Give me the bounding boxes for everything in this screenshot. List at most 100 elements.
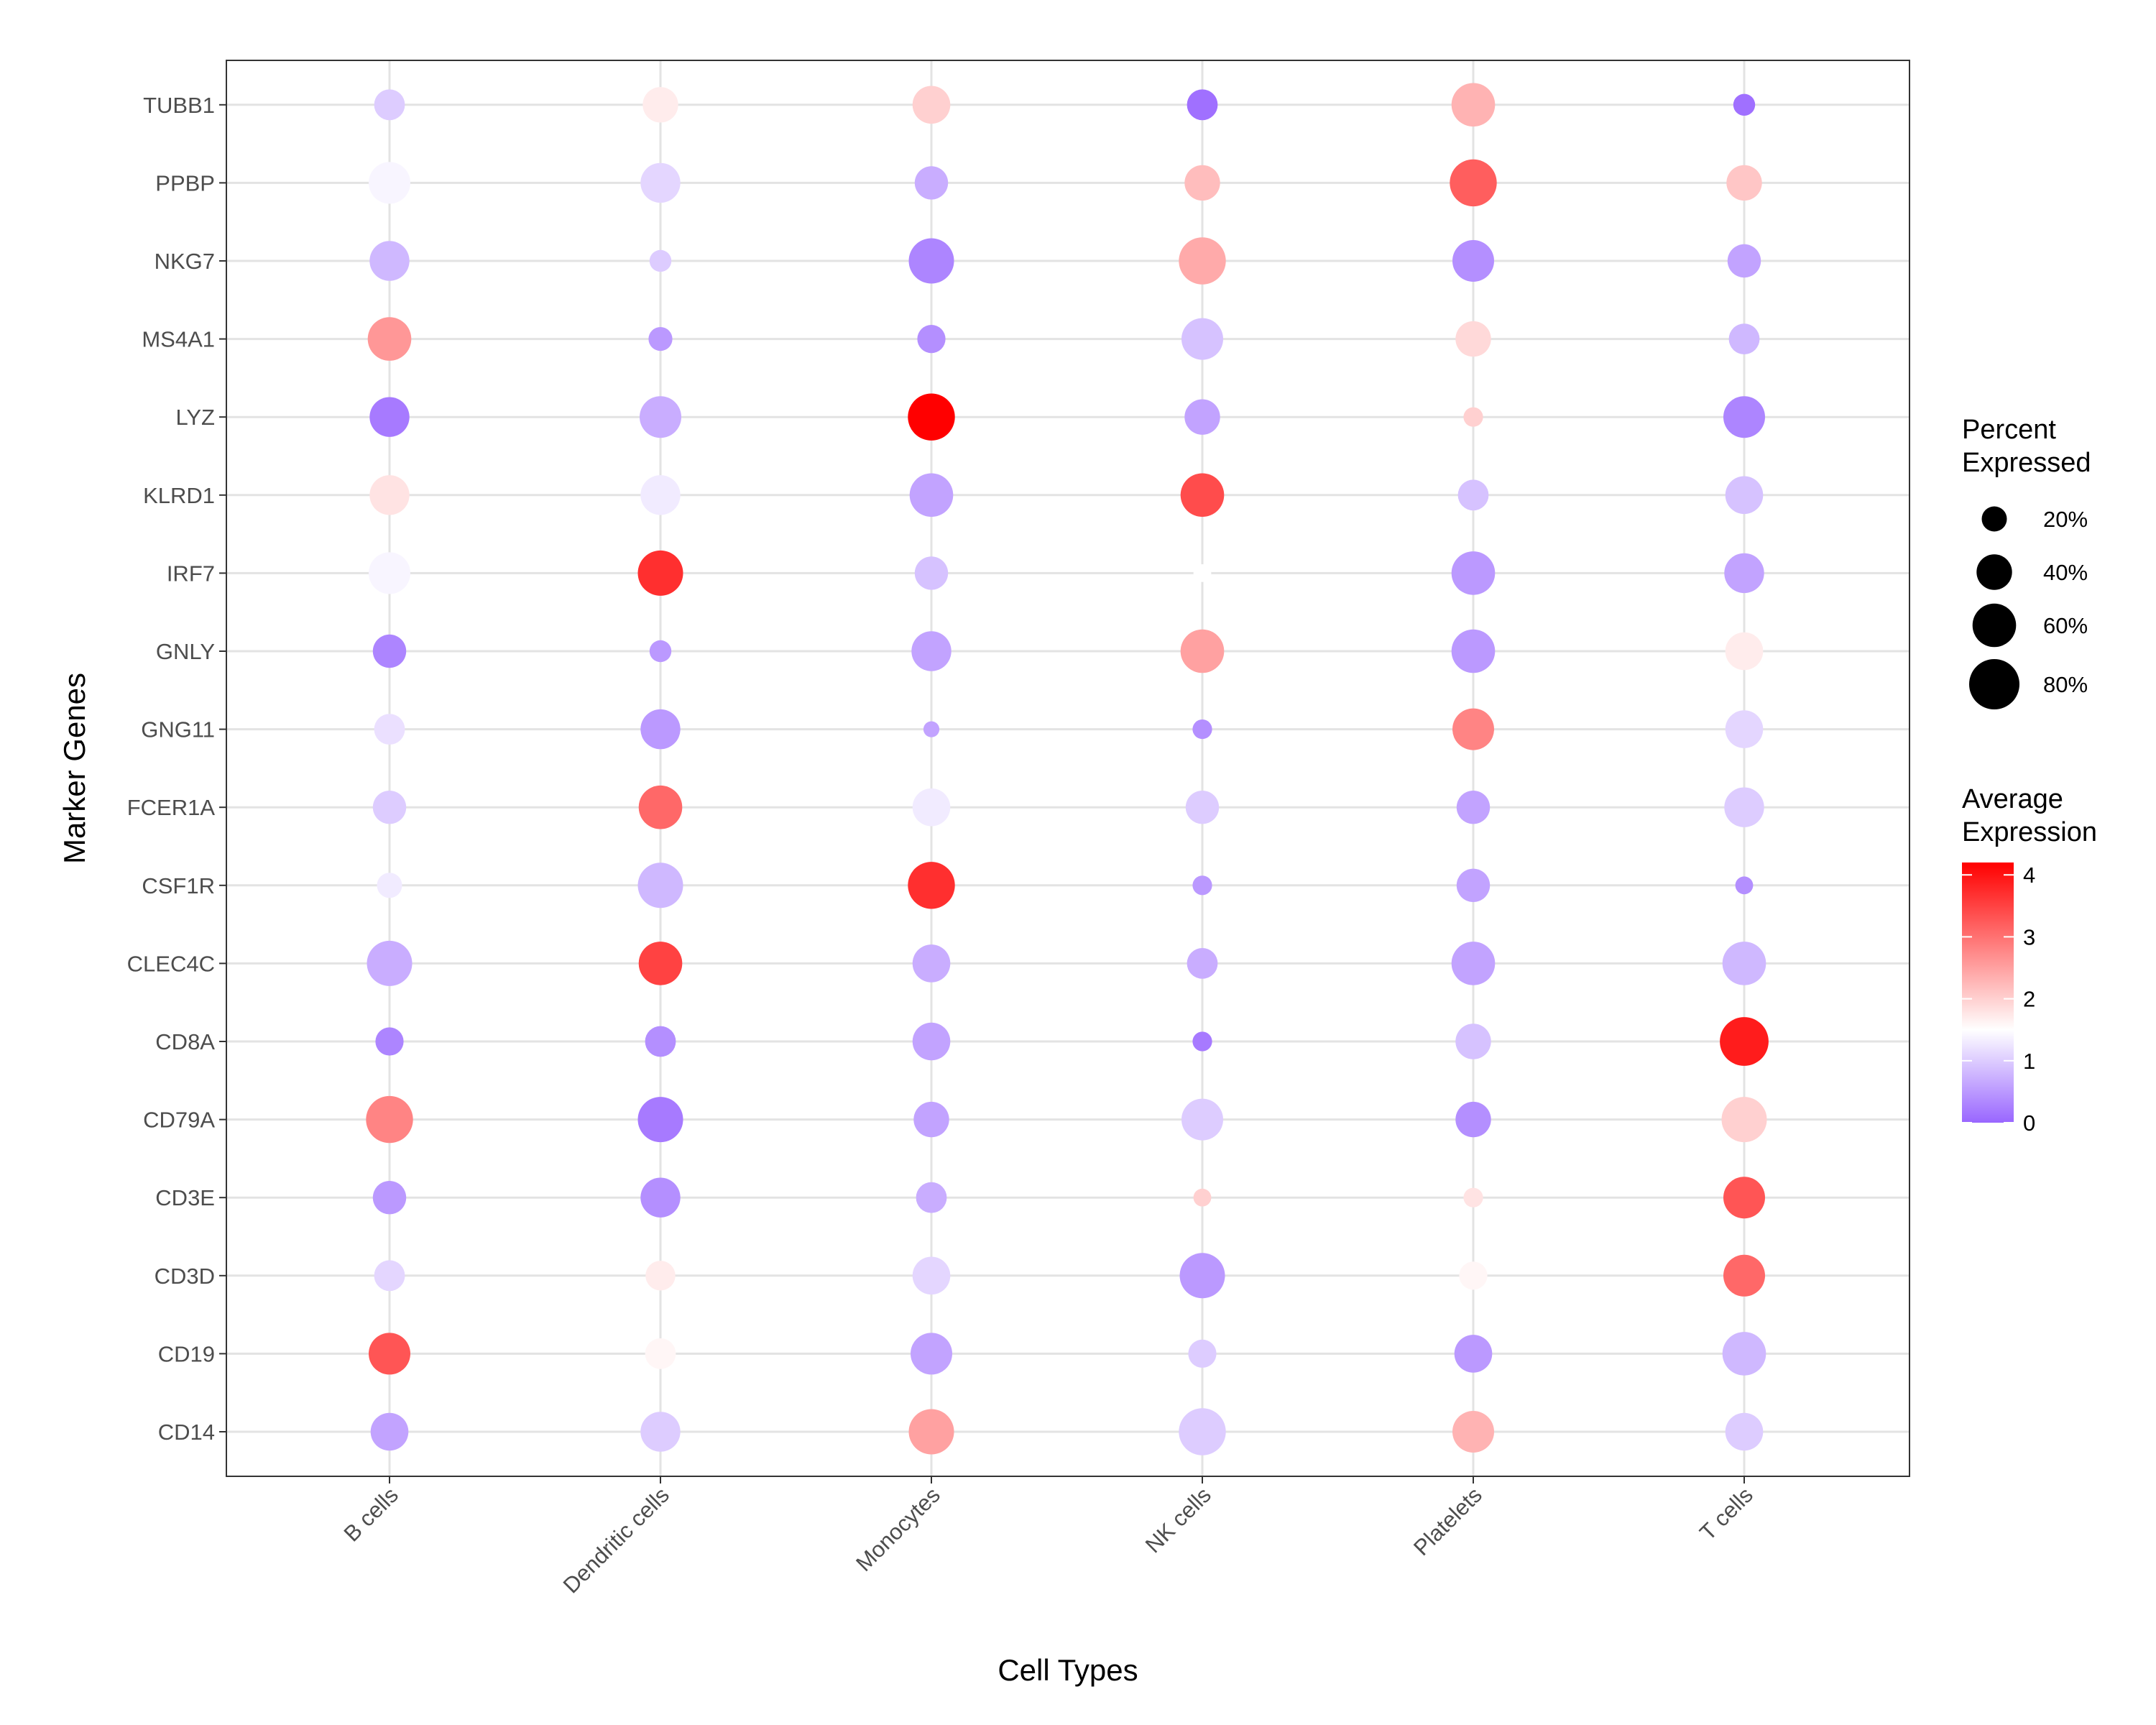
- dot: [908, 393, 955, 441]
- dot: [1456, 791, 1491, 824]
- dot: [375, 1027, 404, 1056]
- dot: [916, 1182, 947, 1213]
- y-axis-ticks: CD14 CD19 CD3D CD3E CD79A CD8A CLEC4C CSF1R FCER…: [127, 93, 226, 1445]
- y-tick-label: IRF7: [167, 561, 215, 586]
- dot: [642, 87, 678, 123]
- dot: [1735, 876, 1754, 895]
- color-legend-bar: [1962, 862, 2014, 1123]
- dot: [637, 1097, 683, 1143]
- dot: [640, 709, 681, 750]
- dot: [914, 166, 949, 200]
- y-tick-label: PPBP: [155, 170, 215, 196]
- size-legend-key: [1976, 554, 2012, 590]
- dot: [1187, 948, 1218, 979]
- dot: [645, 1261, 676, 1291]
- dot: [1187, 89, 1218, 121]
- size-legend-title-line2: Expressed: [1962, 448, 2091, 478]
- dot: [912, 1256, 951, 1295]
- y-tick-label: CD3D: [155, 1264, 215, 1289]
- dot: [638, 785, 683, 829]
- grid-lines: [226, 60, 1909, 1476]
- dot: [1725, 476, 1764, 515]
- size-legend-label: 20%: [2043, 507, 2088, 532]
- dot: [1455, 1024, 1491, 1059]
- dot: [1452, 240, 1494, 282]
- y-tick-label: CD3E: [155, 1185, 215, 1210]
- dot: [1179, 237, 1226, 285]
- color-legend-label: 2: [2023, 987, 2035, 1012]
- dot: [1192, 719, 1212, 740]
- dot: [1463, 407, 1483, 427]
- dot: [1451, 942, 1496, 985]
- dot: [1455, 1101, 1491, 1138]
- data-points: [366, 83, 1769, 1455]
- dot: [645, 1026, 676, 1057]
- dot: [1723, 1254, 1765, 1297]
- dot: [372, 791, 407, 824]
- dot: [1185, 791, 1220, 824]
- dot: [1454, 1335, 1493, 1373]
- dot: [1725, 1412, 1764, 1451]
- dot: [637, 550, 683, 596]
- y-tick-label: CD19: [158, 1341, 215, 1366]
- dot: [374, 1260, 405, 1292]
- y-tick-label: NKG7: [155, 249, 215, 274]
- dot: [912, 788, 951, 827]
- dot: [1721, 1097, 1767, 1143]
- dot: [1180, 629, 1225, 673]
- dot: [912, 944, 951, 983]
- dot: [366, 1095, 413, 1144]
- dot: [912, 1022, 951, 1061]
- y-tick-label: LYZ: [175, 405, 215, 430]
- dot: [640, 1177, 681, 1218]
- y-tick-label: CD8A: [155, 1029, 215, 1054]
- dot: [1725, 710, 1764, 748]
- y-tick-label: GNLY: [156, 639, 215, 664]
- dot: [1733, 93, 1756, 116]
- dot: [367, 940, 413, 986]
- dot: [1456, 868, 1491, 903]
- dot: [1184, 165, 1220, 201]
- color-legend-label: 1: [2023, 1049, 2035, 1074]
- y-tick-label: FCER1A: [127, 795, 216, 820]
- dot: [648, 327, 673, 351]
- dot: [640, 162, 681, 203]
- dot: [1463, 1187, 1483, 1208]
- dot: [369, 397, 410, 437]
- size-legend-key: [1969, 659, 2019, 709]
- dot: [911, 631, 952, 671]
- dot: [1723, 1177, 1765, 1219]
- dot: [911, 1333, 952, 1375]
- dot: [640, 396, 681, 438]
- size-legend-key: [1972, 603, 2017, 648]
- dot: [1724, 553, 1764, 594]
- dot: [640, 1412, 681, 1452]
- dot: [1720, 1017, 1769, 1066]
- dot: [372, 1181, 407, 1215]
- size-legend-label: 60%: [2043, 613, 2088, 638]
- dot: [1727, 244, 1761, 278]
- dot: [1457, 479, 1489, 511]
- dot: [640, 475, 681, 515]
- x-axis-title: Cell Types: [998, 1653, 1138, 1687]
- dot: [1192, 1031, 1212, 1052]
- dot: [638, 942, 683, 985]
- dot: [1179, 1253, 1225, 1299]
- dot: [1455, 321, 1491, 357]
- y-tick-label: MS4A1: [142, 327, 215, 352]
- dot: [1726, 165, 1762, 201]
- color-legend-label: 0: [2023, 1110, 2035, 1136]
- size-legend: Percent Expressed 20% 40% 60% 80%: [1962, 415, 2091, 709]
- dot: [367, 317, 412, 361]
- dot: [377, 873, 402, 898]
- dot: [1451, 83, 1496, 127]
- y-tick-label: CD14: [158, 1420, 215, 1445]
- color-legend-title-line2: Expression: [1962, 817, 2097, 847]
- color-legend: Average Expression 0 1 2 3 4: [1962, 784, 2097, 1136]
- dot: [649, 249, 672, 272]
- dot: [1451, 551, 1496, 595]
- dot: [1728, 323, 1760, 354]
- dot: [1722, 1332, 1766, 1376]
